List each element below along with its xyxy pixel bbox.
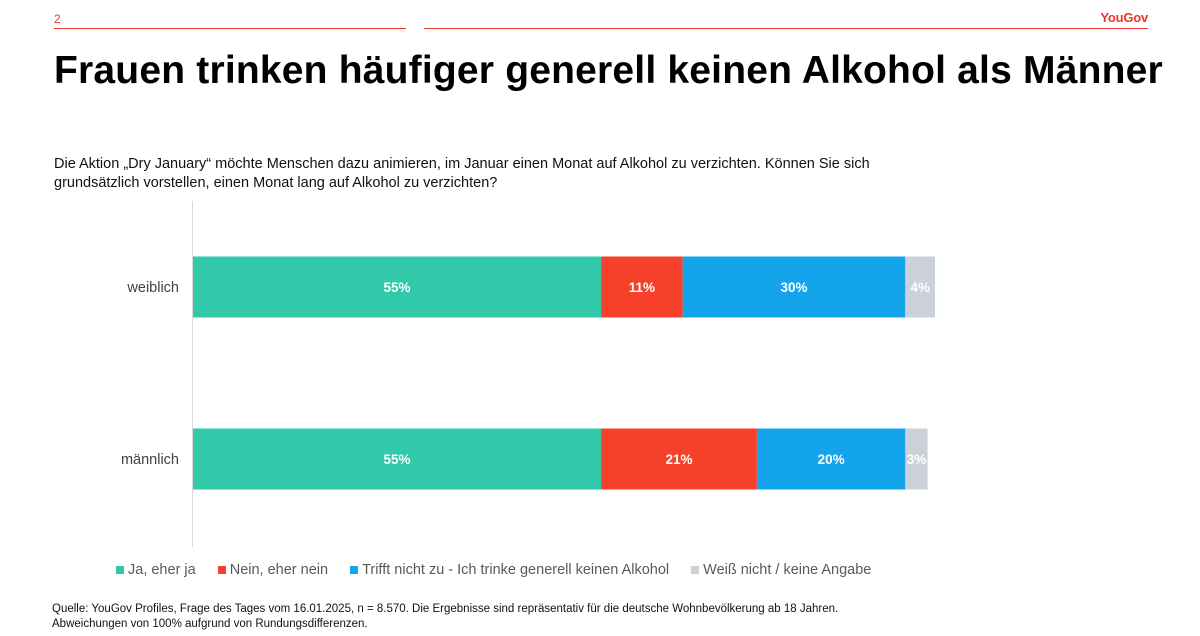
- header-rule-right: [424, 28, 1148, 29]
- legend-label: Weiß nicht / keine Angabe: [703, 562, 872, 578]
- bar-segment: [682, 256, 906, 318]
- footer: Quelle: YouGov Profiles, Frage des Tages…: [52, 602, 1152, 632]
- legend-swatch: [350, 566, 359, 574]
- data-label: 3%: [907, 452, 927, 467]
- bar-segment: [601, 256, 683, 318]
- legend-swatch: [691, 566, 700, 574]
- bar-segment: [756, 428, 906, 490]
- legend-item: Weiß nicht / keine Angabe: [691, 562, 871, 578]
- legend-swatch: [116, 566, 124, 574]
- bar-segment: [193, 256, 602, 318]
- data-label: 11%: [629, 280, 655, 295]
- page-number: 2: [54, 12, 61, 26]
- bar-segment: [193, 428, 602, 490]
- data-label: 30%: [781, 280, 808, 295]
- legend-item: Trifft nicht zu - Ich trinke generell ke…: [350, 562, 669, 578]
- brand-logo: YouGov: [1100, 10, 1148, 25]
- data-label: 21%: [665, 452, 692, 467]
- data-label: 20%: [818, 452, 845, 467]
- legend-label: Ja, eher ja: [128, 562, 196, 578]
- rounding-note: Abweichungen von 100% aufgrund von Rundu…: [52, 618, 368, 630]
- data-label: 55%: [384, 280, 411, 295]
- legend-item: Ja, eher ja: [116, 562, 196, 578]
- bar-segment: [905, 428, 928, 490]
- legend-label: Nein, eher nein: [229, 562, 329, 578]
- stacked-bar-chart: weiblich 55% 11% 30% 4% männlich 55% 21% 20% 3%: [121, 201, 935, 547]
- question-text: Die Aktion „Dry January“ möchte Menschen…: [54, 156, 870, 191]
- bar-segment: [601, 428, 757, 490]
- bar-segment: [905, 256, 935, 318]
- header-rule-left: [54, 28, 406, 29]
- chart-legend: Ja, eher ja Nein, eher nein Trifft nicht z…: [116, 562, 893, 578]
- source-note: Quelle: YouGov Profiles, Frage des Tages…: [52, 603, 839, 615]
- legend-swatch: [217, 566, 226, 574]
- category-label: männlich: [121, 452, 179, 468]
- data-label: 55%: [384, 452, 411, 467]
- legend-label: Trifft nicht zu - Ich trinke generell ke…: [362, 562, 670, 578]
- category-label: weiblich: [126, 280, 179, 296]
- legend-item: Nein, eher nein: [217, 562, 329, 578]
- page-title: Frauen trinken häufiger generell keinen …: [54, 49, 1163, 92]
- data-label: 4%: [910, 280, 930, 295]
